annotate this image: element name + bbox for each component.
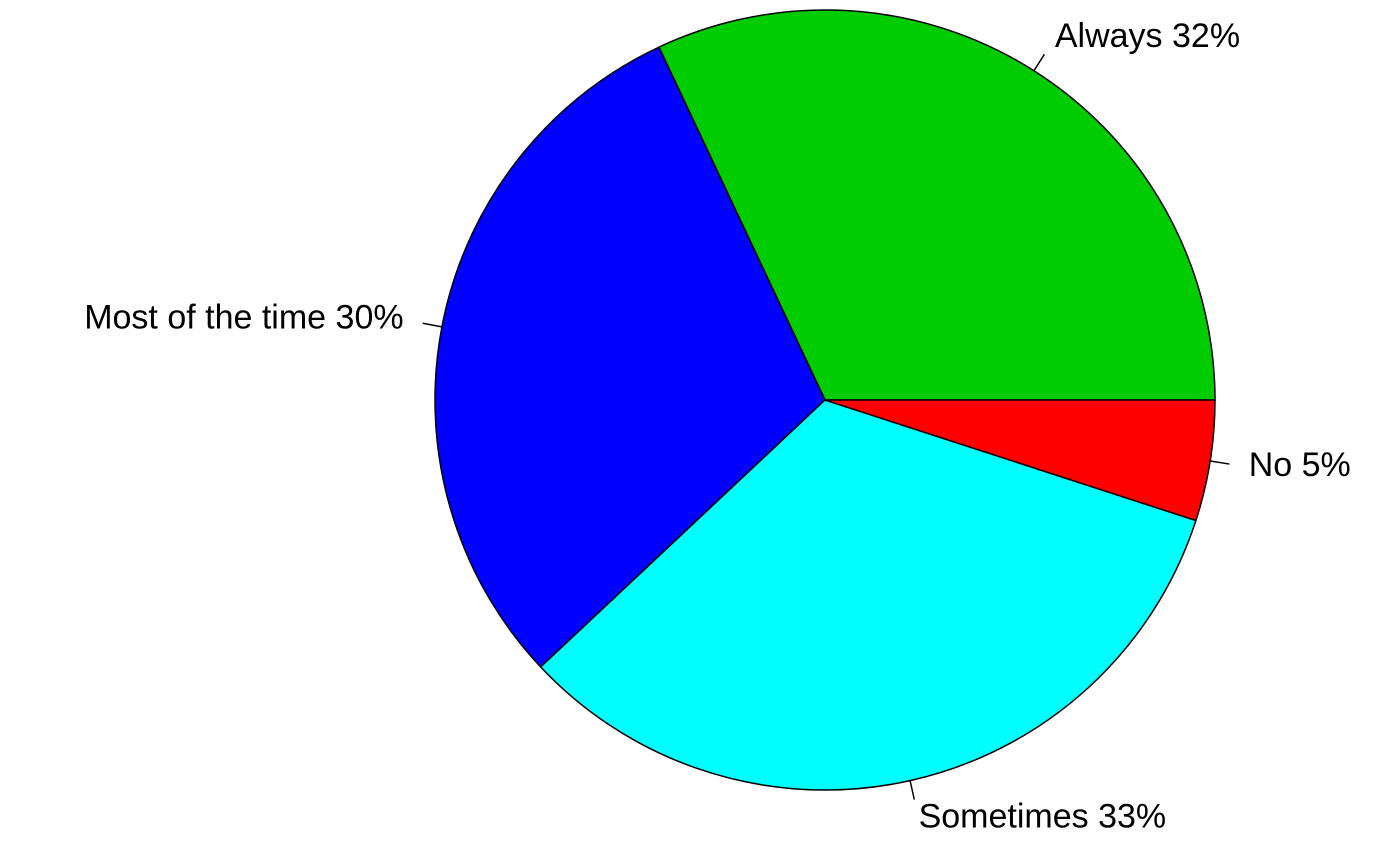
label-tick xyxy=(1033,53,1046,72)
label-tick xyxy=(1210,460,1230,465)
slice-label: Sometimes 33% xyxy=(919,798,1167,836)
label-tick xyxy=(422,322,443,328)
pie-slice xyxy=(824,399,1216,522)
slice-label: No 5% xyxy=(1249,446,1351,484)
pie-slice xyxy=(539,399,1197,791)
category-label: Sometimes xyxy=(919,798,1089,836)
slice-label: Always 32% xyxy=(1055,17,1240,55)
value-label: 32% xyxy=(1172,17,1240,55)
category-label: Most of the time xyxy=(84,299,326,337)
pie-slice xyxy=(434,46,826,669)
value-label: 33% xyxy=(1098,798,1166,836)
value-label: 5% xyxy=(1302,446,1351,484)
slice-label: Most of the time 30% xyxy=(84,299,403,337)
category-label: No xyxy=(1249,446,1292,484)
category-label: Always xyxy=(1055,17,1163,55)
label-tick xyxy=(909,780,916,800)
value-label: 30% xyxy=(336,299,404,337)
